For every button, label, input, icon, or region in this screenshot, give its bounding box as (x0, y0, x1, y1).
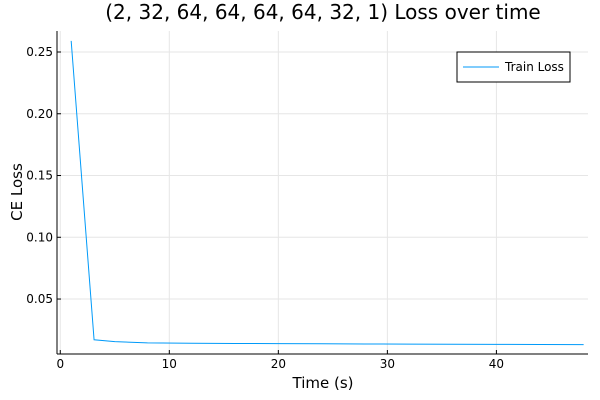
x-tick-label: 40 (489, 357, 504, 371)
y-tick-label: 0.20 (26, 107, 53, 121)
x-tick-label: 10 (162, 357, 177, 371)
x-tick-label: 0 (56, 357, 64, 371)
y-tick-label: 0.05 (26, 292, 53, 306)
x-axis-label: Time (s) (292, 374, 354, 392)
x-tick-label: 20 (271, 357, 286, 371)
series-line-train-loss (70, 40, 584, 346)
y-tick-label: 0.25 (26, 45, 53, 59)
legend-label-train-loss: Train Loss (504, 60, 564, 74)
chart-title: (2, 32, 64, 64, 64, 64, 32, 1) Loss over… (105, 0, 540, 24)
tick-labels: 0 10 20 30 40 0.05 0.10 0.15 0.20 0.25 (26, 45, 504, 371)
x-tick-label: 30 (380, 357, 395, 371)
legend: Train Loss (456, 51, 571, 83)
series-lines (70, 40, 584, 346)
axes (56, 31, 588, 355)
y-tick-label: 0.15 (26, 169, 53, 183)
y-axis-label: CE Loss (8, 163, 26, 221)
y-tick-label: 0.10 (26, 230, 53, 244)
